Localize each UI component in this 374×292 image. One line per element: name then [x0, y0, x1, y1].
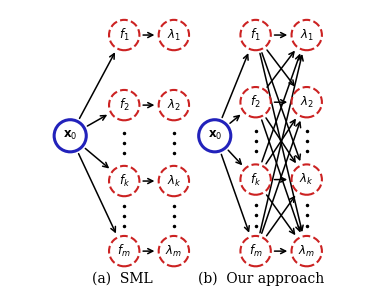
Text: $\mathbf{x}_0$: $\mathbf{x}_0$ — [208, 129, 222, 142]
Text: $\lambda_2$: $\lambda_2$ — [167, 98, 181, 113]
Text: $f_2$: $f_2$ — [250, 94, 261, 110]
Text: (a)  SML: (a) SML — [92, 272, 153, 286]
Text: $\mathbf{x}_0$: $\mathbf{x}_0$ — [63, 129, 77, 142]
Text: (b)  Our approach: (b) Our approach — [198, 272, 325, 286]
Text: $f_m$: $f_m$ — [117, 243, 131, 259]
Text: $f_1$: $f_1$ — [119, 27, 129, 43]
Text: $\lambda_k$: $\lambda_k$ — [166, 173, 181, 189]
Text: $f_k$: $f_k$ — [119, 173, 130, 189]
Text: $\lambda_2$: $\lambda_2$ — [300, 95, 314, 110]
Text: $\lambda_k$: $\lambda_k$ — [300, 172, 314, 187]
Text: $f_k$: $f_k$ — [250, 171, 261, 188]
Text: $f_m$: $f_m$ — [249, 243, 263, 259]
Text: $\lambda_m$: $\lambda_m$ — [165, 244, 183, 259]
Text: $\lambda_1$: $\lambda_1$ — [167, 27, 181, 43]
Text: $f_2$: $f_2$ — [119, 97, 129, 113]
Text: $\lambda_1$: $\lambda_1$ — [300, 27, 314, 43]
Text: $f_1$: $f_1$ — [250, 27, 261, 43]
Text: $\lambda_m$: $\lambda_m$ — [298, 244, 315, 259]
